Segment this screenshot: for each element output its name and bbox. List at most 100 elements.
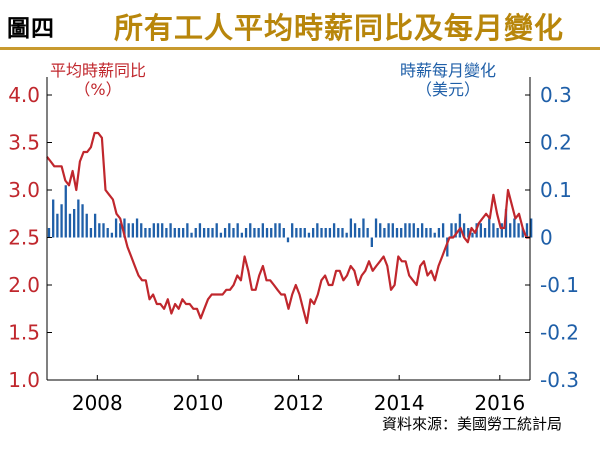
monthly-change-bar <box>362 218 365 238</box>
monthly-change-bar <box>391 223 394 238</box>
right-axis-label-line1: 時薪每月變化 <box>400 61 497 80</box>
monthly-change-bar <box>404 223 407 238</box>
right-tick-label: 0.1 <box>540 178 572 202</box>
monthly-change-bar <box>219 232 223 238</box>
monthly-change-bar <box>483 228 487 238</box>
monthly-change-bar <box>207 228 210 238</box>
monthly-change-bar <box>358 228 361 238</box>
figure-label: 圖四 <box>7 16 55 42</box>
monthly-change-bar <box>488 218 491 238</box>
monthly-change-bar <box>261 223 264 238</box>
monthly-change-bar <box>328 228 332 238</box>
right-tick-label: 0.2 <box>540 131 572 155</box>
monthly-change-bar <box>257 228 260 238</box>
monthly-change-bar <box>324 228 327 238</box>
wage-growth-line-group <box>46 131 530 325</box>
monthly-change-bar <box>291 223 294 238</box>
monthly-change-bar <box>316 223 319 238</box>
monthly-change-bar <box>303 228 306 238</box>
monthly-change-bar <box>454 223 457 238</box>
x-tick-label: 2008 <box>72 391 123 415</box>
monthly-change-bar <box>530 218 533 238</box>
monthly-change-bar <box>332 223 336 238</box>
monthly-change-bar <box>186 223 189 238</box>
monthly-change-bar <box>395 228 399 238</box>
monthly-change-bar <box>307 232 311 238</box>
right-axis-label-line2: （美元） <box>416 80 481 99</box>
monthly-change-bar <box>295 228 298 238</box>
monthly-change-bar <box>366 228 369 238</box>
monthly-change-bar <box>110 232 114 238</box>
monthly-change-bar <box>93 213 97 238</box>
monthly-change-bar <box>412 223 415 238</box>
monthly-change-bar <box>433 232 436 238</box>
monthly-change-bar <box>156 223 160 238</box>
monthly-change-bar <box>52 199 55 238</box>
monthly-change-bar <box>165 228 168 238</box>
monthly-change-bar <box>194 228 197 238</box>
monthly-change-bar <box>311 228 315 238</box>
monthly-change-bar <box>114 218 118 238</box>
wage-growth-line <box>46 131 530 325</box>
monthly-change-bar <box>345 232 348 238</box>
monthly-change-bar <box>450 223 453 238</box>
monthly-change-bar <box>353 223 357 238</box>
monthly-change-bar <box>337 228 340 238</box>
left-tick-label: 2.0 <box>8 273 40 297</box>
left-tick-label: 3.5 <box>8 131 40 155</box>
monthly-change-bar <box>119 223 122 238</box>
left-tick-label: 4.0 <box>8 83 40 107</box>
monthly-change-bar <box>383 228 386 238</box>
figure-header: 圖四 所有工人平均時薪同比及每月變化 <box>0 0 600 50</box>
monthly-change-bar <box>525 223 529 238</box>
monthly-change-bar <box>127 223 130 238</box>
right-tick-label: -0.2 <box>540 321 579 345</box>
monthly-change-bar <box>429 228 432 238</box>
monthly-change-bar <box>102 223 105 238</box>
monthly-change-bar <box>446 237 449 257</box>
monthly-change-bar <box>253 228 256 238</box>
title-rule <box>0 47 600 50</box>
monthly-change-bar <box>232 228 235 238</box>
left-tick-label: 3.0 <box>8 178 40 202</box>
monthly-change-bar <box>249 223 252 238</box>
monthly-change-bar <box>341 228 344 238</box>
monthly-change-bar <box>60 204 63 238</box>
monthly-change-bar <box>77 199 80 238</box>
left-axis-label: 平均時薪同比 （%） <box>50 61 146 99</box>
monthly-change-bar <box>169 223 172 238</box>
monthly-change-bar <box>349 218 353 238</box>
monthly-change-bar <box>504 209 508 238</box>
figure-title: 所有工人平均時薪同比及每月變化 <box>114 11 565 45</box>
monthly-change-bar <box>223 228 227 238</box>
right-axis-label: 時薪每月變化 （美元） <box>400 61 496 99</box>
left-tick-label: 1.0 <box>8 368 40 392</box>
monthly-change-bar <box>471 232 474 238</box>
monthly-change-bar <box>320 228 323 238</box>
monthly-change-bar <box>47 228 51 238</box>
monthly-change-bar <box>228 223 231 238</box>
monthly-change-bar <box>517 223 520 238</box>
monthly-change-bar <box>379 223 382 238</box>
monthly-change-bar <box>131 223 135 238</box>
right-tick-label: 0 <box>540 226 553 250</box>
monthly-change-bar <box>400 228 403 238</box>
right-tick-label: 0.3 <box>540 83 572 107</box>
monthly-change-bar <box>182 228 185 238</box>
monthly-change-bar <box>299 228 302 238</box>
monthly-change-bar <box>441 223 445 238</box>
monthly-change-bar <box>492 223 495 238</box>
monthly-change-bar <box>148 228 151 238</box>
monthly-change-bar <box>437 228 441 238</box>
monthly-change-bar <box>240 232 244 238</box>
monthly-change-bar <box>458 213 462 238</box>
monthly-change-bar <box>190 232 193 238</box>
x-tick-label: 2014 <box>374 391 425 415</box>
monthly-change-bar <box>73 209 76 238</box>
monthly-change-bar <box>177 228 181 238</box>
monthly-change-bar <box>467 228 470 238</box>
x-tick-label: 2016 <box>474 391 525 415</box>
monthly-change-bar <box>56 213 59 238</box>
monthly-change-bar <box>420 223 424 238</box>
monthly-change-bar <box>274 223 277 238</box>
